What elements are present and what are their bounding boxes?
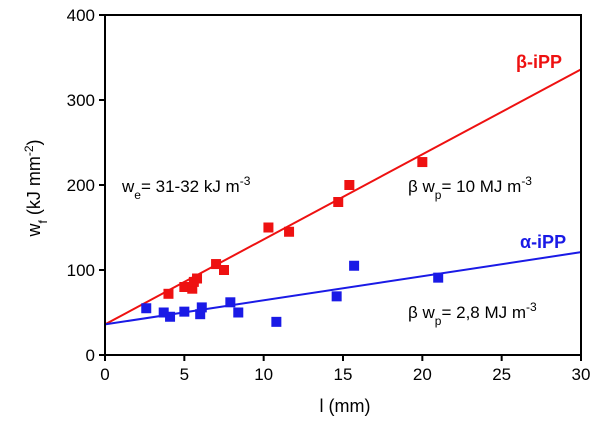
data-point-series-1 <box>179 306 190 317</box>
plot-frame <box>104 14 582 356</box>
annotation-wp-alpha: β wp= 2,8 MJ m-3 <box>408 300 537 328</box>
data-point-series-1 <box>225 297 236 308</box>
data-point-series-0 <box>284 226 295 237</box>
fit-line-series-0 <box>104 68 582 326</box>
annotation-wp-beta: β wp= 10 MJ m-3 <box>408 174 532 202</box>
annotation-we: we= 31-32 kJ m-3 <box>121 174 251 202</box>
data-point-series-0 <box>211 259 222 270</box>
data-point-series-0 <box>344 180 355 190</box>
data-point-series-1 <box>196 302 207 313</box>
y-tick-label: 300 <box>67 91 95 110</box>
data-point-series-1 <box>433 272 444 283</box>
data-points <box>141 157 444 327</box>
y-tick-label: 200 <box>67 176 95 195</box>
data-point-series-0 <box>417 157 428 168</box>
data-point-series-0 <box>333 197 344 207</box>
y-axis-title: wf (kJ mm-2) <box>22 140 50 238</box>
data-point-series-1 <box>141 303 152 314</box>
y-tick-label: 400 <box>67 6 95 25</box>
data-point-series-0 <box>187 283 198 294</box>
x-tick-label: 25 <box>492 365 511 384</box>
series-label-alpha-ipp: α-iPP <box>520 232 566 252</box>
data-point-series-0 <box>263 222 274 233</box>
x-tick-label: 20 <box>413 365 432 384</box>
data-point-series-0 <box>163 288 174 299</box>
data-point-series-1 <box>233 307 244 318</box>
data-point-series-0 <box>192 273 203 284</box>
x-tick-label: 0 <box>100 365 109 384</box>
data-point-series-1 <box>349 260 360 271</box>
x-tick-label: 30 <box>572 365 591 384</box>
fit-lines <box>104 68 582 326</box>
x-tick-label: 5 <box>180 365 189 384</box>
data-point-series-1 <box>331 291 342 302</box>
x-tick-label: 15 <box>334 365 353 384</box>
series-label-beta-ipp: β-iPP <box>516 52 562 72</box>
x-axis-title: l (mm) <box>320 396 371 416</box>
data-point-series-1 <box>158 307 169 318</box>
data-point-series-1 <box>195 309 206 320</box>
y-tick-label: 0 <box>86 346 95 365</box>
data-point-series-0 <box>219 265 229 275</box>
data-point-series-1 <box>165 311 176 322</box>
data-point-series-1 <box>271 316 282 327</box>
x-tick-label: 10 <box>254 365 273 384</box>
y-tick-label: 100 <box>67 261 95 280</box>
data-point-series-0 <box>179 282 190 292</box>
